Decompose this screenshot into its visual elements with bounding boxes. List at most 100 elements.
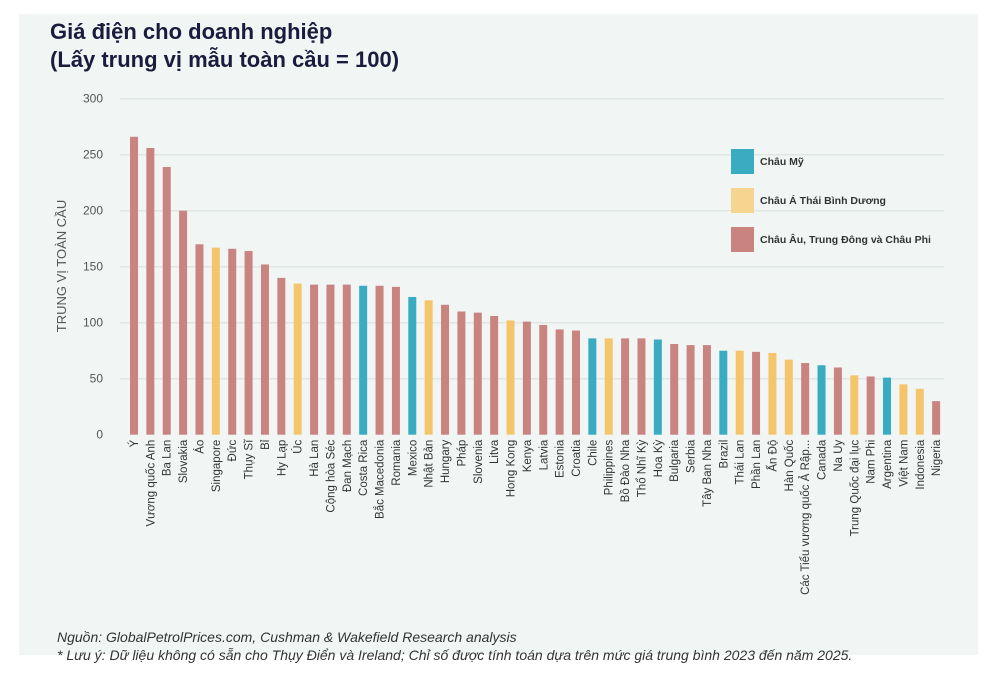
bar: [735, 350, 744, 435]
bar: [899, 384, 908, 435]
source-note: Nguồn: GlobalPetrolPrices.com, Cushman &…: [57, 629, 517, 645]
x-tick-label: Nam Phi: [866, 440, 878, 484]
bar: [342, 284, 351, 435]
x-tick-label: Estonia: [555, 439, 567, 478]
bar: [179, 210, 188, 435]
x-tick-label: Bỉ: [260, 439, 272, 450]
x-tick-label: Tây Ban Nha: [702, 439, 714, 507]
bar: [195, 244, 204, 435]
legend-label-americas: Châu Mỹ: [760, 155, 804, 168]
bar: [490, 315, 499, 435]
bar: [359, 285, 368, 435]
legend-item-apac: Châu Á Thái Bình Dương: [731, 188, 931, 213]
y-tick-label: 300: [83, 92, 103, 106]
x-tick-label: Thổ Nhĩ Kỳ: [636, 439, 648, 497]
bar: [883, 377, 892, 435]
x-tick-label: Nhật Bản: [424, 440, 436, 488]
y-tick-label: 100: [83, 316, 103, 330]
y-tick-label: 0: [96, 428, 103, 442]
x-tick-label: Canada: [817, 439, 829, 480]
bar: [850, 375, 859, 435]
x-tick-label: Mexico: [407, 440, 419, 476]
x-tick-label: Slovakia: [178, 439, 190, 483]
x-tick-label: Các Tiểu vương quốc Ả Rập...: [799, 440, 812, 595]
y-tick-label: 200: [83, 204, 103, 218]
legend-swatch-emea: [731, 227, 754, 252]
x-tick-label: Romania: [391, 439, 403, 486]
x-tick-label: Đan Mạch: [342, 440, 354, 492]
bar: [473, 312, 482, 435]
x-tick-label: Đức: [227, 439, 239, 461]
chart-title: Giá điện cho doanh nghiệp (Lấy trung vị …: [50, 18, 399, 74]
bar: [130, 136, 138, 435]
bar: [277, 277, 286, 435]
bar: [228, 248, 237, 435]
x-tick-label: Brazil: [718, 440, 730, 469]
bar: [719, 350, 728, 435]
bar: [555, 329, 564, 435]
bar: [604, 338, 613, 435]
bar: [866, 376, 875, 435]
bar: [441, 304, 450, 435]
x-tick-label: Trung Quốc đại lục: [849, 439, 861, 536]
x-tick-label: Slovenia: [473, 439, 485, 484]
legend-label-emea: Châu Âu, Trung Đông và Châu Phi: [760, 233, 931, 246]
x-tick-label: Áo: [193, 440, 206, 454]
bar: [408, 296, 417, 435]
x-axis-labels: Ý Vương quốc Anh Ba Lan Slovakia Áo Singapore…: [128, 439, 943, 595]
bar: [784, 359, 793, 435]
bar: [833, 367, 842, 435]
x-tick-label: Chile: [587, 440, 599, 466]
x-tick-label: Kenya: [522, 439, 534, 472]
x-tick-label: Na Uy: [833, 439, 845, 471]
bar: [637, 338, 646, 435]
chart-panel: [19, 14, 978, 655]
bars: [130, 136, 941, 435]
bar: [260, 264, 269, 435]
bar: [424, 300, 433, 435]
legend-swatch-americas: [731, 149, 754, 174]
x-tick-label: Thái Lan: [735, 440, 747, 485]
bar: [768, 352, 777, 435]
x-tick-label: Cộng hòa Séc: [325, 439, 337, 512]
y-axis-ticks: 0 50 100 150 200 250 300: [83, 92, 103, 442]
chart-title-line1: Giá điện cho doanh nghiệp: [50, 19, 333, 44]
x-tick-label: Phần Lan: [751, 440, 763, 489]
bar: [310, 284, 319, 435]
legend: Châu Mỹ Châu Á Thái Bình Dương Châu Âu, …: [731, 149, 931, 266]
x-tick-label: Bồ Đào Nha: [620, 439, 632, 502]
y-axis-label: TRUNG VỊ TOÀN CẦU: [54, 200, 69, 332]
y-tick-label: 50: [90, 372, 104, 386]
x-tick-label: Argentina: [882, 439, 894, 489]
bar: [571, 330, 580, 435]
x-tick-label: Indonesia: [915, 439, 927, 489]
bar: [391, 286, 400, 435]
bar: [522, 321, 531, 435]
x-tick-label: Singapore: [211, 440, 223, 492]
bar: [375, 285, 384, 435]
bar: [506, 320, 515, 435]
x-tick-label: Việt Nam: [898, 440, 910, 487]
x-tick-label: Nigeria: [931, 439, 943, 476]
x-tick-label: Ấn Độ: [766, 440, 779, 472]
x-tick-label: Hy Lạp: [276, 440, 288, 476]
x-tick-label: Hong Kong: [506, 440, 518, 498]
bar: [244, 251, 253, 435]
x-tick-label: Litva: [489, 439, 501, 464]
legend-item-emea: Châu Âu, Trung Đông và Châu Phi: [731, 227, 931, 252]
bar: [686, 345, 695, 435]
y-tick-label: 250: [83, 148, 103, 162]
bar: [162, 167, 171, 435]
bar: [752, 351, 761, 435]
x-tick-label: Serbia: [686, 439, 698, 473]
bar: [653, 339, 662, 435]
bar: [817, 365, 826, 435]
bar: [932, 401, 941, 435]
legend-item-americas: Châu Mỹ: [731, 149, 931, 174]
bar: [146, 147, 155, 435]
x-tick-label: Hàn Quốc: [784, 439, 796, 491]
x-tick-label: Ý: [128, 439, 141, 447]
x-tick-label: Hoa Kỳ: [653, 439, 665, 477]
y-tick-label: 150: [83, 260, 103, 274]
